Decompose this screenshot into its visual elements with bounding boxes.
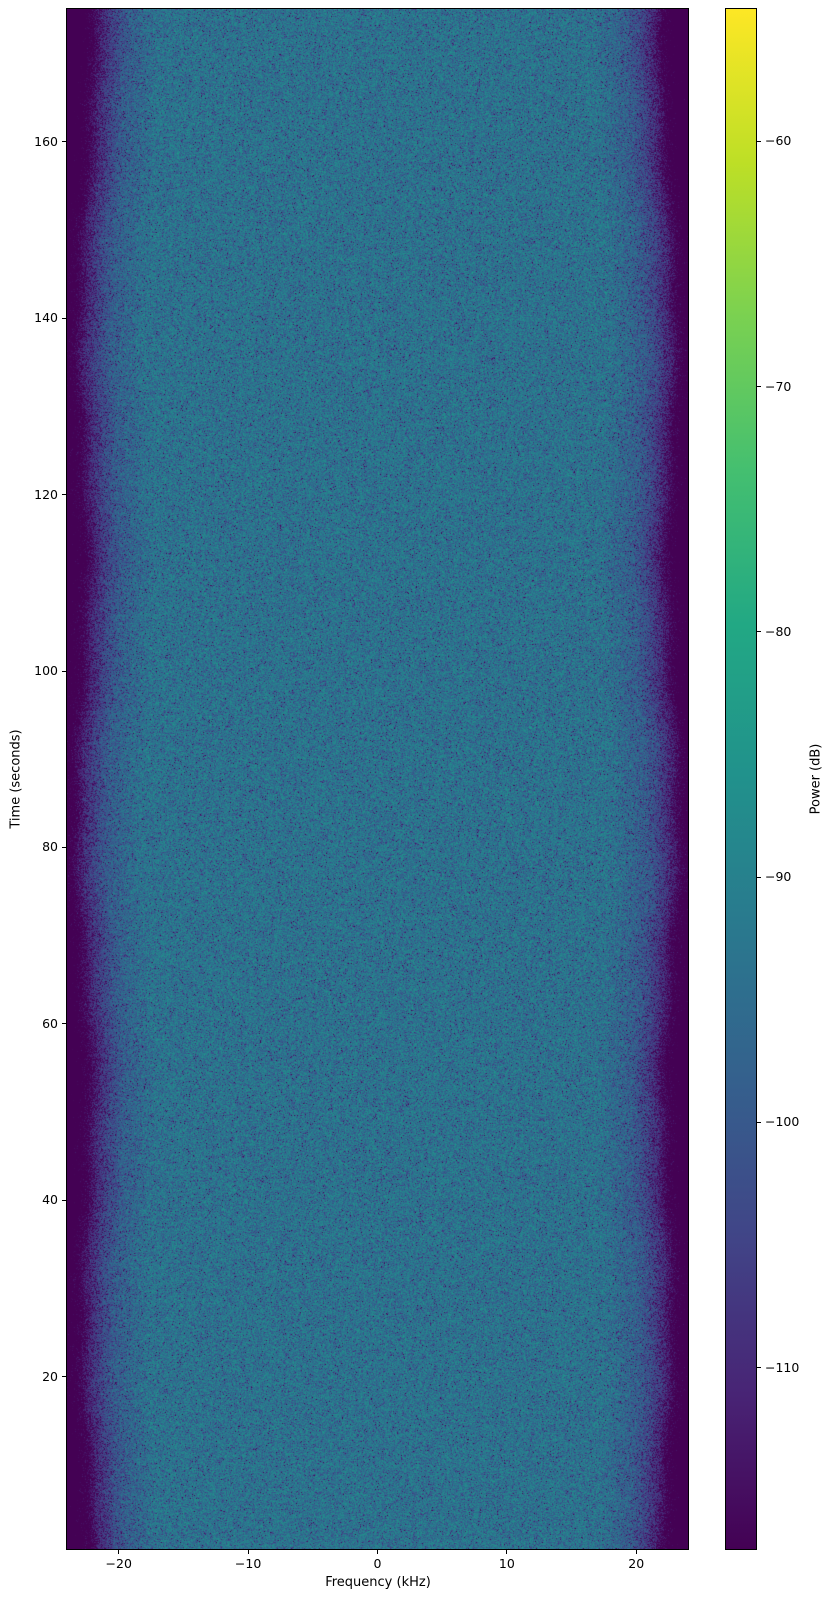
y-axis-ticklabel: 140	[0, 310, 58, 326]
x-axis-ticklabel: 20	[628, 1556, 644, 1572]
y-axis-tick	[62, 1200, 66, 1201]
colorbar-ticklabel: −60	[765, 133, 791, 149]
x-axis-ticklabel: 10	[499, 1556, 515, 1572]
x-axis-ticklabel: −10	[235, 1556, 261, 1572]
y-axis-label: Time (seconds)	[9, 729, 24, 828]
colorbar-ticklabel: −80	[765, 624, 791, 640]
x-axis-tick	[118, 1550, 119, 1554]
colorbar-ticklabel: −70	[765, 379, 791, 395]
colorbar-tick	[757, 1367, 761, 1368]
y-axis-tick	[62, 494, 66, 495]
colorbar-gradient	[725, 8, 757, 1550]
y-axis-tick	[62, 847, 66, 848]
colorbar-tick	[757, 877, 761, 878]
y-axis-tick	[62, 318, 66, 319]
x-axis-ticklabel: −20	[106, 1556, 132, 1572]
x-axis-tick	[506, 1550, 507, 1554]
x-axis-tick	[248, 1550, 249, 1554]
y-axis-tick	[62, 671, 66, 672]
spectrogram-heatmap	[67, 9, 688, 1549]
colorbar-ticklabel: −110	[765, 1360, 799, 1376]
colorbar-tick	[757, 386, 761, 387]
colorbar-label: Power (dB)	[809, 744, 824, 815]
y-axis-ticklabel: 160	[0, 134, 58, 150]
colorbar-tick	[757, 631, 761, 632]
y-axis-ticklabel: 60	[0, 1016, 58, 1032]
x-axis-label: Frequency (kHz)	[325, 1575, 431, 1590]
x-axis-tick	[636, 1550, 637, 1554]
colorbar-tick	[757, 141, 761, 142]
y-axis-tick	[62, 1023, 66, 1024]
y-axis-ticklabel: 100	[0, 663, 58, 679]
colorbar-ticklabel: −100	[765, 1114, 799, 1130]
y-axis-ticklabel: 120	[0, 487, 58, 503]
y-axis-ticklabel: 80	[0, 839, 58, 855]
colorbar-tick	[757, 1122, 761, 1123]
y-axis-tick	[62, 1376, 66, 1377]
y-axis-tick	[62, 141, 66, 142]
colorbar-ticklabel: −90	[765, 869, 791, 885]
figure: −20 −10 0 10 20 20 40 60 80 100 120 140 160 −60 −70 −80…	[0, 0, 832, 1603]
x-axis-ticklabel: 0	[374, 1556, 382, 1572]
y-axis-ticklabel: 20	[0, 1369, 58, 1385]
x-axis-tick	[377, 1550, 378, 1554]
y-axis-ticklabel: 40	[0, 1192, 58, 1208]
